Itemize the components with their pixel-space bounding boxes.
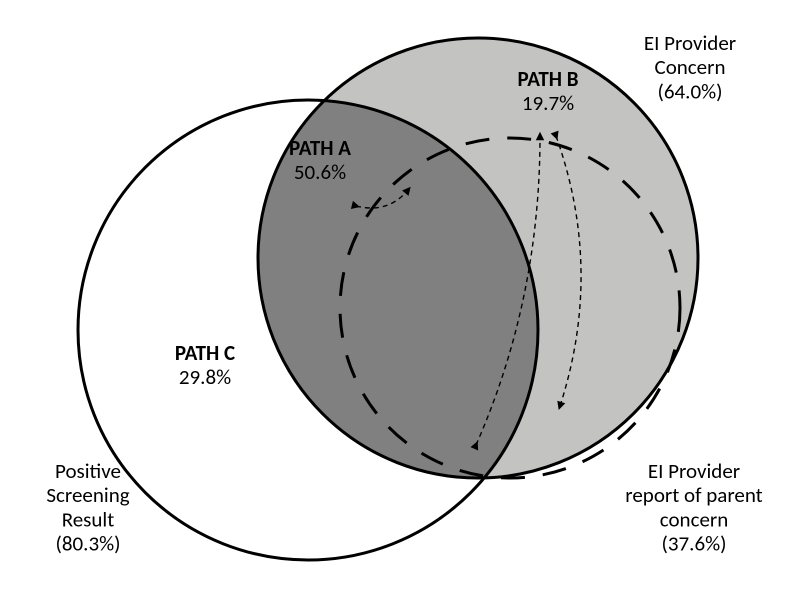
label-pos-screening-pct: (80.3%) [56,530,121,556]
label-pos-screening-l2: Screening [46,482,129,508]
label-pos-screening-l1: Positive [55,458,121,484]
path-a-title: PATH A [289,135,351,161]
label-parent-concern-l3: concern [660,506,729,532]
path-c-title: PATH C [175,340,235,366]
venn-diagram: PATH A 50.6% PATH B 19.7% PATH C 29.8% P… [0,0,800,597]
label-ei-provider-l1: EI Provider [644,30,736,56]
path-c-pct: 29.8% [179,364,231,390]
label-pos-screening-l3: Result [62,506,115,532]
label-parent-concern-l1: EI Provider [648,458,740,484]
label-ei-provider-pct: (64.0%) [658,78,723,104]
label-parent-concern-l2: report of parent [625,482,762,508]
path-b-title: PATH B [517,66,578,92]
label-ei-provider-l2: Concern [655,54,726,80]
label-parent-concern-pct: (37.6%) [662,530,727,556]
path-a-pct: 50.6% [294,159,346,185]
path-b-pct: 19.7% [522,90,574,116]
